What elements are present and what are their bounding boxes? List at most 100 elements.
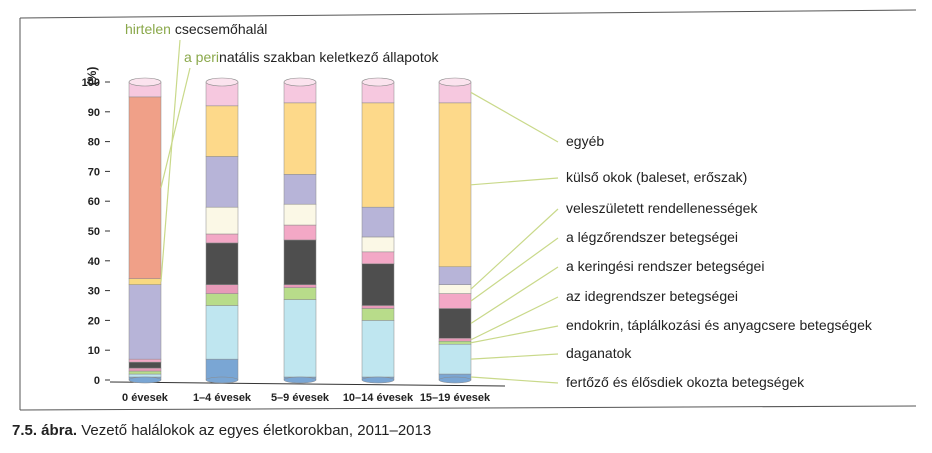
legend-entry: külső okok (baleset, erőszak) [566,169,747,185]
category-label: 0 évesek [122,392,169,404]
bar-segment [205,233,239,244]
legend-entry: daganatok [566,345,632,361]
bar-cap [205,77,239,87]
legend-leader-lines [160,39,559,384]
bar-segment [128,370,162,375]
legend-entry: veleszületett rendellenességek [566,200,758,216]
y-tick-label: 50 [88,226,100,238]
bar-segment [205,156,239,208]
bar-base [361,376,395,384]
y-tick-label: 70 [88,166,100,178]
legend-entry: endokrin, táplálkozási és anyagcsere bet… [566,317,873,333]
bars [128,77,472,384]
bar-segment [438,338,472,342]
bar-cap [438,77,472,87]
bar-base [128,376,162,384]
y-tick-label: 30 [88,286,100,298]
category-label: 15–19 évesek [420,392,491,404]
bar-segment [205,105,239,157]
leader-line [470,177,559,186]
bar-segment [438,102,472,268]
annotations: hirtelen csecsemőhalál a perinatális szak… [125,21,439,65]
bar-segment [361,236,395,253]
bar-segment [361,305,395,309]
bar-segment [361,206,395,238]
bar-segment [283,299,317,378]
bar-segment [438,308,472,339]
leader-line [470,208,559,290]
bar-segment [283,284,317,288]
bar-segment [283,203,317,226]
bar-segment [283,287,317,300]
leader-line [470,296,559,341]
leader-line [470,353,559,360]
legend-entry: fertőző és élősdiek okozta betegségek [566,374,805,390]
y-axis-label: (%) [85,67,99,86]
stacked-bar-chart: 0 10 20 30 40 50 60 70 80 90 100 (%) 0 évesek 1–4 é… [19,9,917,411]
y-tick-label: 40 [88,256,100,268]
bar-segment [283,224,317,241]
bar-segment [361,102,395,208]
bar-segment [128,278,162,285]
bar-base [283,376,317,384]
category-label: 10–14 évesek [343,392,414,404]
bar-stack [361,77,395,384]
annotation-text: csecsemőhalál [175,21,268,37]
annotation-perinatal: a perinatális szakban keletkező állapoto… [184,49,439,65]
bar-segment [361,251,395,265]
figure-caption: 7.5. ábra. Vezető halálokok az egyes éle… [12,422,431,439]
bar-segment [438,284,472,294]
bar-segment [128,284,162,360]
bar-segment [361,263,395,306]
chart-frame [19,9,917,411]
leader-line [470,325,559,344]
y-tick-label: 90 [88,107,100,119]
bar-segment [205,284,239,294]
leader-line [470,376,559,384]
bar-segment [438,266,472,285]
y-tick-label: 10 [88,345,100,357]
category-labels: 0 évesek 1–4 évesek 5–9 évesek 10–14 évesek… [122,392,491,404]
legend-entry: egyéb [566,133,604,149]
annotation-sudden-infant-death: hirtelen csecsemőhalál [125,21,267,37]
frame-bottom-line [19,405,917,411]
annotation-text: natális szakban keletkező állapotok [219,49,439,65]
bar-segment [283,102,317,175]
y-axis: 0 10 20 30 40 50 60 70 80 90 100 [82,77,506,387]
leader-line [470,237,559,302]
annotation-prefix: a peri [184,49,219,65]
category-label: 5–9 évesek [271,392,330,404]
bar-segment [283,174,317,205]
y-tick-label: 80 [88,137,100,149]
bar-segment [438,293,472,309]
bar-cap [128,77,162,87]
category-label: 1–4 évesek [193,392,252,404]
leader-line-perinatal [160,67,191,188]
bar-segment [205,242,239,285]
bar-segment [205,206,239,235]
y-tick-label: 100 [82,77,100,89]
legend-entry: az idegrendszer betegségei [566,288,738,304]
bar-segment [283,239,317,285]
leader-line-sids [160,39,181,282]
bar-segment [128,367,162,372]
bar-base [438,376,472,384]
bar-segment [438,343,472,375]
bar-stack [283,77,317,384]
bar-cap [361,77,395,87]
bar-stack [438,77,472,384]
caption-text: Vezető halálokok az egyes életkorokban, … [81,422,432,439]
legend-entry: a keringési rendszer betegségei [566,258,764,274]
bar-stack [128,77,162,384]
y-tick-label: 20 [88,315,100,327]
bar-segment [128,373,162,378]
legend: egyéb külső okok (baleset, erőszak) velesz… [566,133,873,390]
bar-stack [205,77,239,384]
bar-segment [128,358,162,363]
x-axis-line [109,381,506,387]
bar-segment [128,96,162,279]
bar-segment [361,320,395,378]
y-tick-label: 0 [94,375,100,387]
bar-segment [205,293,239,306]
leader-line [470,266,559,324]
